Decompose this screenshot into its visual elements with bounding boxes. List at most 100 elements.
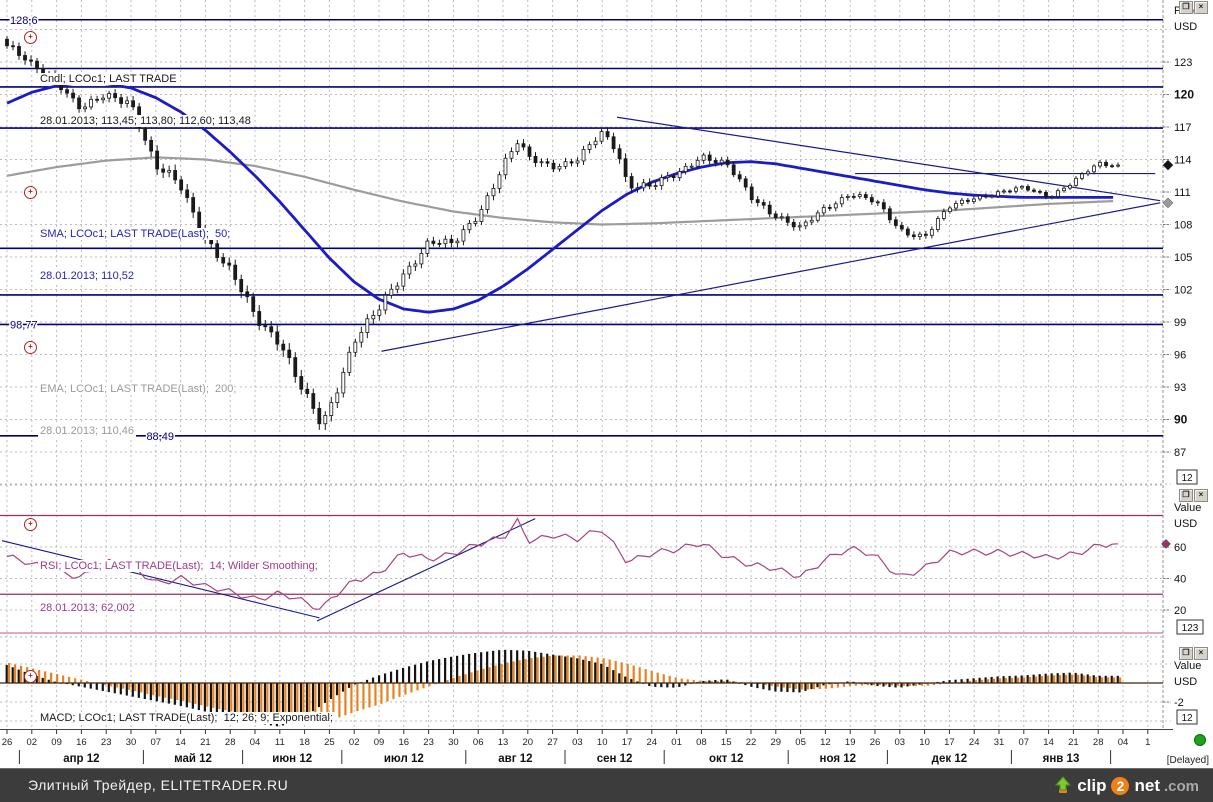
support-line-label: 98,77 [10,319,38,331]
day-tick-label: 17 [622,737,633,748]
close-pane-button[interactable]: × [1194,647,1208,660]
day-tick-label: 22 [746,737,757,748]
day-tick-label: 05 [795,737,806,748]
pane-badge [1176,709,1198,725]
day-tick-label: 07 [151,737,162,748]
rsi-pane-legend: + RSI; LCOc1; LAST TRADE(Last); 14; Wild… [24,489,320,671]
support-lines: 128,6 98,77 88,49 [0,13,1163,444]
minimize-pane-button[interactable]: ❐ [1179,647,1193,660]
minimize-pane-button[interactable]: ❐ [1179,489,1193,502]
day-tick-label: 14 [1043,737,1054,748]
last-value-marker [1162,197,1174,209]
month-label: май 12 [174,753,212,765]
axis-tick-label: 60 [1174,542,1186,554]
indicator-clock-icon[interactable]: + [24,518,37,531]
axis-tick-label: 40 [1174,574,1186,586]
support-line-label: 128,6 [10,15,38,27]
legend-entry-ema: + EMA; LCOc1; LAST TRADE(Last); 200; 28.… [24,340,253,466]
day-tick-label: 21 [1068,737,1079,748]
day-tick-label: 1 [1145,737,1150,748]
day-tick-label: 28 [1093,737,1104,748]
day-tick-label: 18 [299,737,310,748]
axis-tick-label: 105 [1174,252,1192,264]
close-pane-button[interactable]: × [1194,1,1208,14]
day-tick-label: 21 [200,737,211,748]
axis-tick-label: 99 [1174,317,1186,329]
month-label: июн 12 [272,753,312,765]
day-tick-label: 08 [696,737,707,748]
axis-tick-label: 90 [1174,412,1188,426]
support-line-label: 88,49 [146,431,174,443]
macd-pane [0,649,1173,730]
day-tick-label: 30 [448,737,459,748]
macd-axis-title: USD [1174,676,1197,688]
day-tick-label: 10 [919,737,930,748]
day-tick-label: 09 [51,737,62,748]
legend-entry-rsi: + RSI; LCOc1; LAST TRADE(Last); 14; Wild… [24,517,320,643]
month-label: дек 12 [932,753,967,765]
day-tick-label: 27 [547,737,558,748]
day-tick-label: 10 [597,737,608,748]
indicator-clock-icon[interactable]: + [24,31,37,44]
legend-study-values: 28.01.2013; 110,46 [38,425,136,437]
axis-tick-label: 117 [1174,122,1192,134]
day-tick-label: 28 [225,737,236,748]
legend-study-values: 28.01.2013; 62,002 [38,602,137,614]
last-value-marker [1161,538,1171,549]
clip2net-arrow-icon [1055,776,1072,793]
axis-tick-label: 93 [1174,382,1186,394]
rsi-axis-title: USD [1174,518,1197,530]
macd-pane-window-buttons: ❐ × [1179,647,1208,660]
day-tick-label: 29 [771,737,782,748]
clip2net-watermark: clip 2 net .com [1053,774,1199,798]
day-tick-label: 11 [275,737,285,748]
day-tick-label: 12 [820,737,831,748]
legend-study-title: EMA; LCOc1; LAST TRADE(Last); 200; [38,383,239,395]
last-value-marker [1162,159,1174,171]
day-tick-label: 26 [870,737,881,748]
legend-study-title: MACD; LCOc1; LAST TRADE(Last); 12; 26; 9… [38,712,336,724]
month-label: сен 12 [597,753,633,765]
logo-clip: clip [1077,776,1107,795]
day-tick-label: 03 [895,737,906,748]
rsi-axis-title: Value [1174,502,1201,514]
pane-badge-label: 12 [1181,473,1193,484]
day-tick-label: 17 [944,737,955,748]
day-tick-label: 14 [175,737,186,748]
indicator-clock-icon[interactable]: + [24,341,37,354]
month-label: янв 13 [1043,753,1080,765]
logo-net: net [1134,776,1160,795]
legend-study-title: SMA; LCOc1; LAST TRADE(Last); 50; [38,228,233,240]
close-pane-button[interactable]: × [1194,489,1208,502]
axis-tick-label: 20 [1174,605,1186,617]
legend-entry-candle: + Cndl; LCOc1; LAST TRADE 28.01.2013; 11… [24,30,253,156]
day-tick-label: 24 [969,737,980,748]
grid [0,0,1171,729]
legend-study-title: Cndl; LCOc1; LAST TRADE [38,73,179,85]
axis-tick-label: 123 [1174,57,1192,69]
day-tick-label: 02 [349,737,360,748]
day-tick-label: 19 [845,737,856,748]
logo-two: 2 [1111,777,1130,795]
indicator-clock-icon[interactable]: + [24,670,37,683]
legend-study-values: 28.01.2013; 113,45; 113,80; 112,60; 113,… [38,115,253,127]
rsi-pane [0,514,1163,634]
month-label: окт 12 [709,753,743,765]
minimize-pane-button[interactable]: ❐ [1179,1,1193,14]
axis-tick-label: -2 [1174,697,1184,709]
month-label: авг 12 [498,753,532,765]
price-axis-title: USD [1174,21,1197,33]
day-tick-label: 01 [671,737,682,748]
price-pane-legend: + Cndl; LCOc1; LAST TRADE 28.01.2013; 11… [24,2,253,494]
day-tick-label: 20 [523,737,534,748]
indicator-clock-icon[interactable]: + [24,186,37,199]
month-label: июл 12 [384,753,424,765]
macd-axis-title: Value [1174,660,1201,672]
day-tick-label: 16 [76,737,87,748]
day-tick-label: 06 [473,737,484,748]
rsi-line [6,517,1119,610]
axis-tick-label: 87 [1174,447,1186,459]
legend-study-title: RSI; LCOc1; LAST TRADE(Last); 14; Wilder… [38,560,320,572]
